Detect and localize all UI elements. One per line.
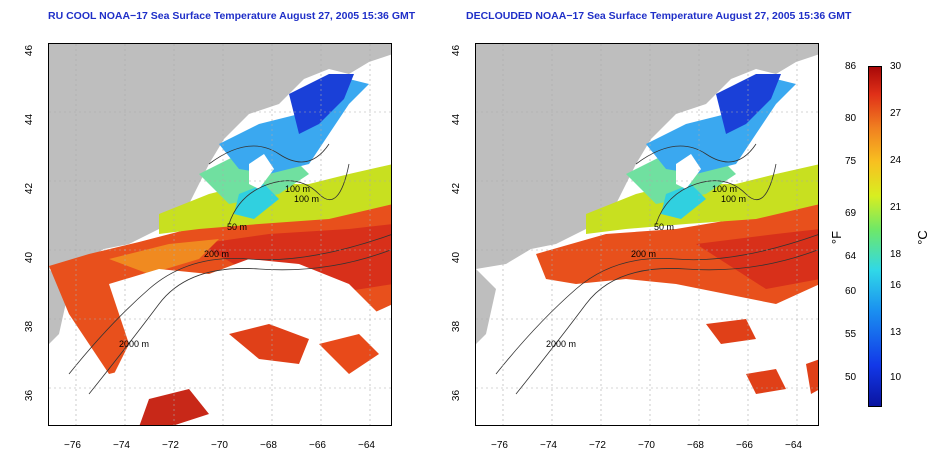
lat-tick: 36 — [451, 389, 463, 402]
right-sst-map: 100 m 50 m 100 m 200 m 2000 m — [475, 43, 819, 426]
isobath-200m — [495, 234, 818, 375]
contour-label: 100 m — [721, 194, 747, 204]
cloud-cover — [676, 154, 701, 189]
lat-tick: 36 — [24, 389, 36, 402]
lat-tick: 38 — [24, 320, 36, 333]
contour-label: 100 m — [285, 184, 311, 194]
lat-tick: 40 — [451, 251, 463, 264]
contour-label: 50 m — [227, 222, 248, 232]
celsius-tick: 16 — [890, 280, 902, 291]
left-sst-map: 100 m 50 m 100 m 200 m 2000 m — [48, 43, 392, 426]
isobath-50m — [635, 143, 757, 165]
cloud-cover — [249, 154, 274, 189]
isobath-100m — [655, 163, 777, 225]
lon-tick: −72 — [589, 440, 606, 451]
celsius-tick: 24 — [890, 155, 902, 166]
land-mass — [476, 269, 496, 344]
celsius-tick: 10 — [890, 372, 902, 383]
warm-water — [319, 334, 379, 374]
celsius-tick: 18 — [890, 249, 902, 260]
lon-tick: −64 — [785, 440, 802, 451]
celsius-tick: 13 — [890, 327, 902, 338]
lon-tick: −76 — [64, 440, 81, 451]
warm-water — [536, 204, 818, 304]
lon-tick: −68 — [687, 440, 704, 451]
lat-tick: 44 — [24, 113, 36, 126]
warm-water — [139, 389, 209, 425]
lat-tick: 46 — [24, 44, 36, 57]
cloud-cover — [516, 284, 806, 425]
land-mass — [476, 44, 818, 269]
contour-label: 100 m — [294, 194, 320, 204]
lat-tick: 38 — [451, 320, 463, 333]
fahrenheit-tick: 80 — [845, 113, 857, 124]
lat-tick: 44 — [451, 113, 463, 126]
isobath-2000m — [515, 249, 818, 395]
cool-water — [289, 74, 354, 134]
warm-water — [806, 359, 818, 394]
lon-tick: −68 — [260, 440, 277, 451]
lon-tick: −74 — [540, 440, 557, 451]
isobath-200m — [68, 234, 391, 375]
lon-tick: −70 — [638, 440, 655, 451]
warm-water — [199, 224, 391, 294]
cool-water — [661, 184, 706, 219]
fahrenheit-tick: 69 — [845, 208, 857, 219]
lon-tick: −66 — [736, 440, 753, 451]
contour-label: 200 m — [631, 249, 657, 259]
cool-water — [716, 74, 781, 134]
lon-tick: −72 — [162, 440, 179, 451]
warm-water — [229, 324, 309, 364]
fahrenheit-tick: 50 — [845, 372, 857, 383]
fahrenheit-tick: 55 — [845, 329, 857, 340]
isobath-50m — [208, 143, 330, 165]
lon-tick: −66 — [309, 440, 326, 451]
celsius-tick: 30 — [890, 61, 902, 72]
contour-label: 200 m — [204, 249, 230, 259]
warm-water — [706, 319, 756, 344]
lon-tick: −74 — [113, 440, 130, 451]
isobath-100m — [228, 163, 350, 225]
warm-water — [109, 239, 219, 274]
celsius-tick: 27 — [890, 108, 902, 119]
lat-tick: 40 — [24, 251, 36, 264]
lon-tick: −70 — [211, 440, 228, 451]
celsius-unit: °C — [914, 230, 930, 245]
celsius-tick: 21 — [890, 202, 902, 213]
right-map-title: DECLOUDED NOAA−17 Sea Surface Temperatur… — [466, 10, 852, 22]
fahrenheit-tick: 86 — [845, 61, 857, 72]
left-map-title: RU COOL NOAA−17 Sea Surface Temperature … — [48, 10, 416, 22]
fahrenheit-tick: 75 — [845, 156, 857, 167]
land-mass — [49, 44, 391, 269]
contour-label: 2000 m — [119, 339, 150, 349]
isobath-2000m — [88, 249, 391, 395]
lat-tick: 42 — [24, 182, 36, 195]
fahrenheit-tick: 60 — [845, 286, 857, 297]
contour-label: 2000 m — [546, 339, 577, 349]
fahrenheit-unit: °F — [829, 230, 845, 245]
fahrenheit-tick: 64 — [845, 251, 857, 262]
lat-tick: 42 — [451, 182, 463, 195]
lon-tick: −76 — [491, 440, 508, 451]
contour-label: 50 m — [654, 222, 675, 232]
temperature-colorbar — [868, 66, 882, 407]
contour-label: 100 m — [712, 184, 738, 194]
lat-tick: 46 — [451, 44, 463, 57]
cool-water — [234, 184, 279, 219]
lon-tick: −64 — [358, 440, 375, 451]
